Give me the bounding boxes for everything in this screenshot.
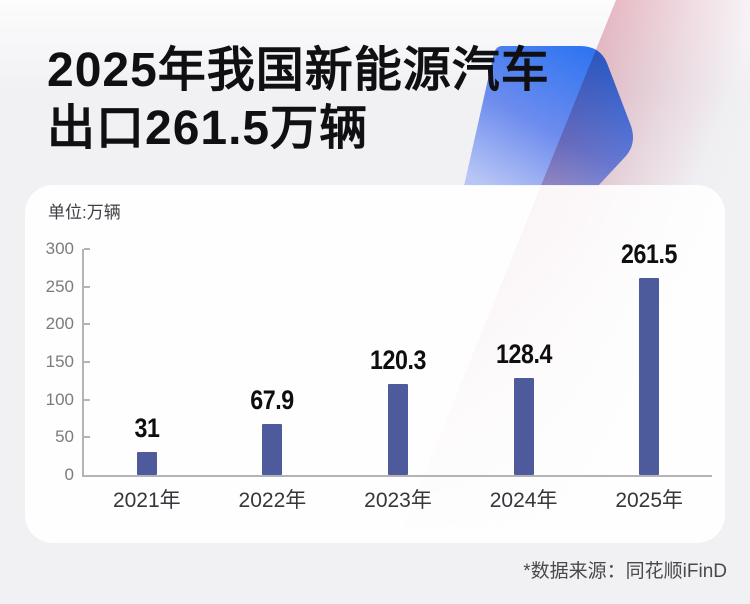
- bar-value-label: 31: [134, 412, 160, 443]
- x-category-label: 2023年: [364, 489, 432, 512]
- bar-chart-plot: 300 250 200 150 100 50 0 31 2021年 67.9 2022年 120.3 2…: [46, 239, 712, 512]
- bar-value-label: 67.9: [250, 384, 295, 415]
- x-category-label: 2022年: [238, 489, 307, 512]
- page-title: 2025年我国新能源汽车 出口261.5万辆: [47, 42, 550, 158]
- y-tick-mark: [84, 398, 90, 401]
- bar: [262, 423, 283, 475]
- y-tick-label: 0: [64, 465, 74, 484]
- bar: [513, 378, 534, 475]
- y-tick-label: 50: [55, 427, 74, 447]
- x-category-label: 2024年: [489, 489, 558, 512]
- y-tick-mark: [84, 323, 90, 326]
- y-tick-label: 250: [45, 276, 74, 296]
- bar: [639, 278, 660, 475]
- y-tick-mark: [84, 361, 90, 363]
- y-tick-label: 150: [45, 352, 74, 371]
- y-tick-label: 200: [45, 314, 74, 334]
- axis-unit-label: 单位:万辆: [48, 203, 121, 222]
- page-title-line2: 出口261.5万辆: [47, 102, 369, 155]
- y-tick-mark: [84, 248, 90, 250]
- x-category-label: 2025年: [615, 489, 684, 512]
- x-category-label: 2021年: [112, 489, 181, 512]
- y-tick-label: 100: [45, 389, 74, 409]
- bar-value-label: 261.5: [621, 239, 678, 270]
- y-tick-mark: [84, 285, 90, 288]
- bar-value-label: 128.4: [495, 339, 552, 370]
- bar-value-label: 120.3: [370, 345, 426, 376]
- data-source-note: *数据来源：同花顺iFinD: [523, 561, 727, 582]
- y-tick-mark: [84, 436, 90, 439]
- chart-card: 单位:万辆 300 250 200 150 100 50 0 31 2021年 67.9 2022年…: [25, 185, 725, 543]
- bar: [388, 384, 408, 475]
- y-tick-label: 300: [45, 239, 74, 258]
- page-title-line1: 2025年我国新能源汽车: [47, 44, 550, 97]
- bar: [136, 451, 157, 475]
